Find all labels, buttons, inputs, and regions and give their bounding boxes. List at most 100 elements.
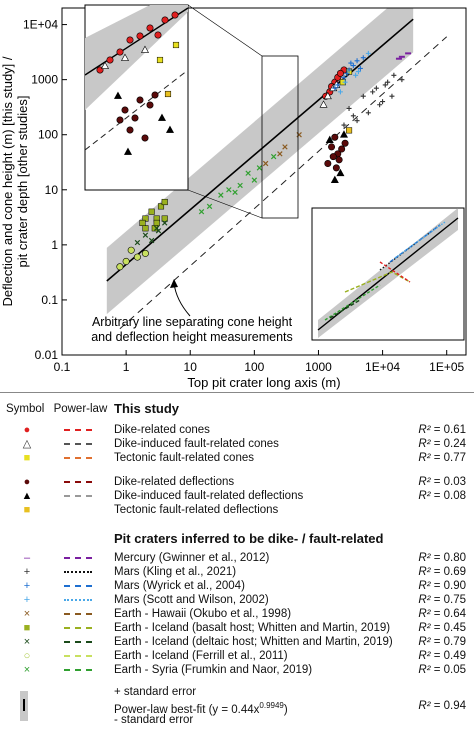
legend-symbol: –	[23, 552, 31, 564]
y-tick-label-6: 1E+04	[23, 18, 58, 32]
point-7-12	[350, 113, 356, 119]
legend-label: Dike-induced fault-related deflections	[114, 490, 304, 502]
fit-minus-label: - standard error	[114, 714, 194, 726]
series-9	[337, 50, 371, 95]
point-0-5	[336, 69, 344, 77]
legend-line-swatch	[64, 655, 92, 657]
inset-zoom-point-15	[131, 114, 139, 122]
x-tick-label-1: 1	[123, 360, 130, 374]
x-tick-label-2: 10	[184, 360, 198, 374]
fit-label: Power-law best-fit (y = 0.44x0.9949)	[114, 699, 288, 717]
legend-r2: R² = 0.80	[418, 552, 466, 564]
series-14	[198, 153, 277, 215]
point-12-0	[142, 232, 149, 238]
legend-line-swatch	[64, 613, 92, 615]
inset-fit-line-4	[394, 221, 446, 259]
inset-zoom-point-11	[140, 45, 150, 53]
y-axis-title-line2: pit crater depth [other studies]	[15, 96, 30, 268]
legend-row: ■ Tectonic fault-related cones R² = 0.77	[0, 451, 474, 465]
legend-symbol: ■	[23, 504, 31, 516]
x-tick-label-4: 1000	[305, 360, 332, 374]
y-tick-label-3: 10	[45, 183, 59, 197]
point-14-4	[218, 192, 224, 198]
point-9-3	[342, 79, 348, 85]
inset-fit-line-0	[324, 284, 381, 321]
point-3-4	[324, 160, 332, 168]
legend-row: ■ Tectonic fault-related deflections	[0, 503, 474, 517]
legend-symbol: +	[23, 566, 31, 578]
inset-zoom-point-17	[146, 101, 154, 109]
point-8-9	[348, 60, 354, 66]
point-7-7	[391, 72, 397, 78]
legend-r2-prefix: R²	[418, 650, 431, 662]
point-7-5	[354, 118, 360, 124]
point-8-7	[344, 70, 350, 76]
inset-zoom-fitline	[84, 7, 189, 76]
legend-row: △ Dike-induced fault-related cones R² = 0.…	[0, 437, 474, 451]
annotation-line2: and deflection height measurements	[91, 330, 293, 344]
point-8-0	[335, 82, 341, 88]
point-12-3	[161, 220, 168, 226]
legend-label: Dike-related deflections	[114, 476, 235, 488]
fit-r2: R² = 0.94	[418, 699, 466, 713]
legend-label: Mars (Wyrick et al., 2004)	[114, 580, 245, 592]
point-7-13	[382, 82, 388, 88]
point-13-4	[116, 263, 124, 271]
legend-r2-prefix: R²	[418, 490, 431, 502]
legend-label: Dike-related cones	[114, 424, 210, 436]
inset-fits	[311, 207, 465, 341]
legend-line-swatch	[64, 457, 92, 459]
point-13-2	[127, 246, 135, 254]
point-14-5	[237, 182, 243, 189]
inset-zoom-point-2	[146, 24, 154, 32]
legend-r2-prefix: R²	[418, 664, 431, 676]
point-12-2	[148, 237, 155, 244]
legend-r2: R² = 0.90	[418, 580, 466, 592]
legend-line-swatch	[64, 585, 92, 587]
point-9-2	[365, 50, 371, 56]
inset-zoom-point-13	[172, 41, 180, 49]
point-11-2	[148, 208, 155, 215]
point-11-8	[161, 198, 168, 206]
x-tick-label-0: 0.1	[54, 360, 71, 374]
point-7-2	[373, 85, 379, 91]
point-11-6	[157, 203, 165, 210]
y-axis-title-line1: Deflection and cone height (m) [this stu…	[0, 56, 15, 306]
annotation-arrow	[173, 282, 191, 317]
legend-line-swatch	[64, 599, 92, 601]
point-14-1	[226, 187, 232, 193]
y-tick-label-2: 1	[51, 238, 58, 252]
point-1-0	[323, 91, 332, 100]
point-3-6	[332, 164, 340, 172]
point-11-0	[142, 225, 149, 232]
inset-zoom-point-5	[136, 32, 144, 40]
point-7-10	[399, 77, 405, 83]
zoom-box	[261, 55, 299, 219]
legend-line-swatch	[64, 669, 92, 671]
inset-zoom-point-20	[151, 91, 159, 99]
inset-zoom-point-1	[126, 36, 134, 44]
point-8-6	[332, 85, 338, 91]
legend-r2-prefix: R²	[418, 424, 431, 436]
point-8-2	[354, 58, 360, 64]
legend-row: × Earth - Syria (Frumkin and Naor, 2019) R…	[0, 663, 474, 677]
inset-zoom-point-3	[161, 16, 169, 24]
legend-label: Mercury (Gwinner et al., 2012)	[114, 552, 270, 564]
inset-zoom-point-25	[165, 125, 175, 133]
legend-r2-prefix: R²	[418, 580, 431, 592]
legend-symbol: +	[23, 580, 31, 592]
point-3-3	[338, 145, 346, 153]
legend-symbol: ×	[23, 664, 31, 676]
point-7-3	[385, 79, 391, 85]
legend-label: Dike-induced fault-related cones	[114, 438, 279, 450]
point-14-6	[270, 153, 277, 160]
point-9-1	[353, 72, 359, 78]
legend-row: + Mars (Kling et al., 2021) R² = 0.69	[0, 565, 474, 579]
zoom-connector-bottom	[187, 189, 263, 219]
inset-zoom-point-0	[106, 56, 114, 64]
legend-row: ● Dike-related deflections R² = 0.03	[0, 475, 474, 489]
point-10-1	[282, 144, 288, 150]
legend-r2-prefix: R²	[418, 438, 431, 450]
point-7-0	[346, 105, 352, 111]
fit-plus-label: + standard error	[114, 686, 197, 698]
